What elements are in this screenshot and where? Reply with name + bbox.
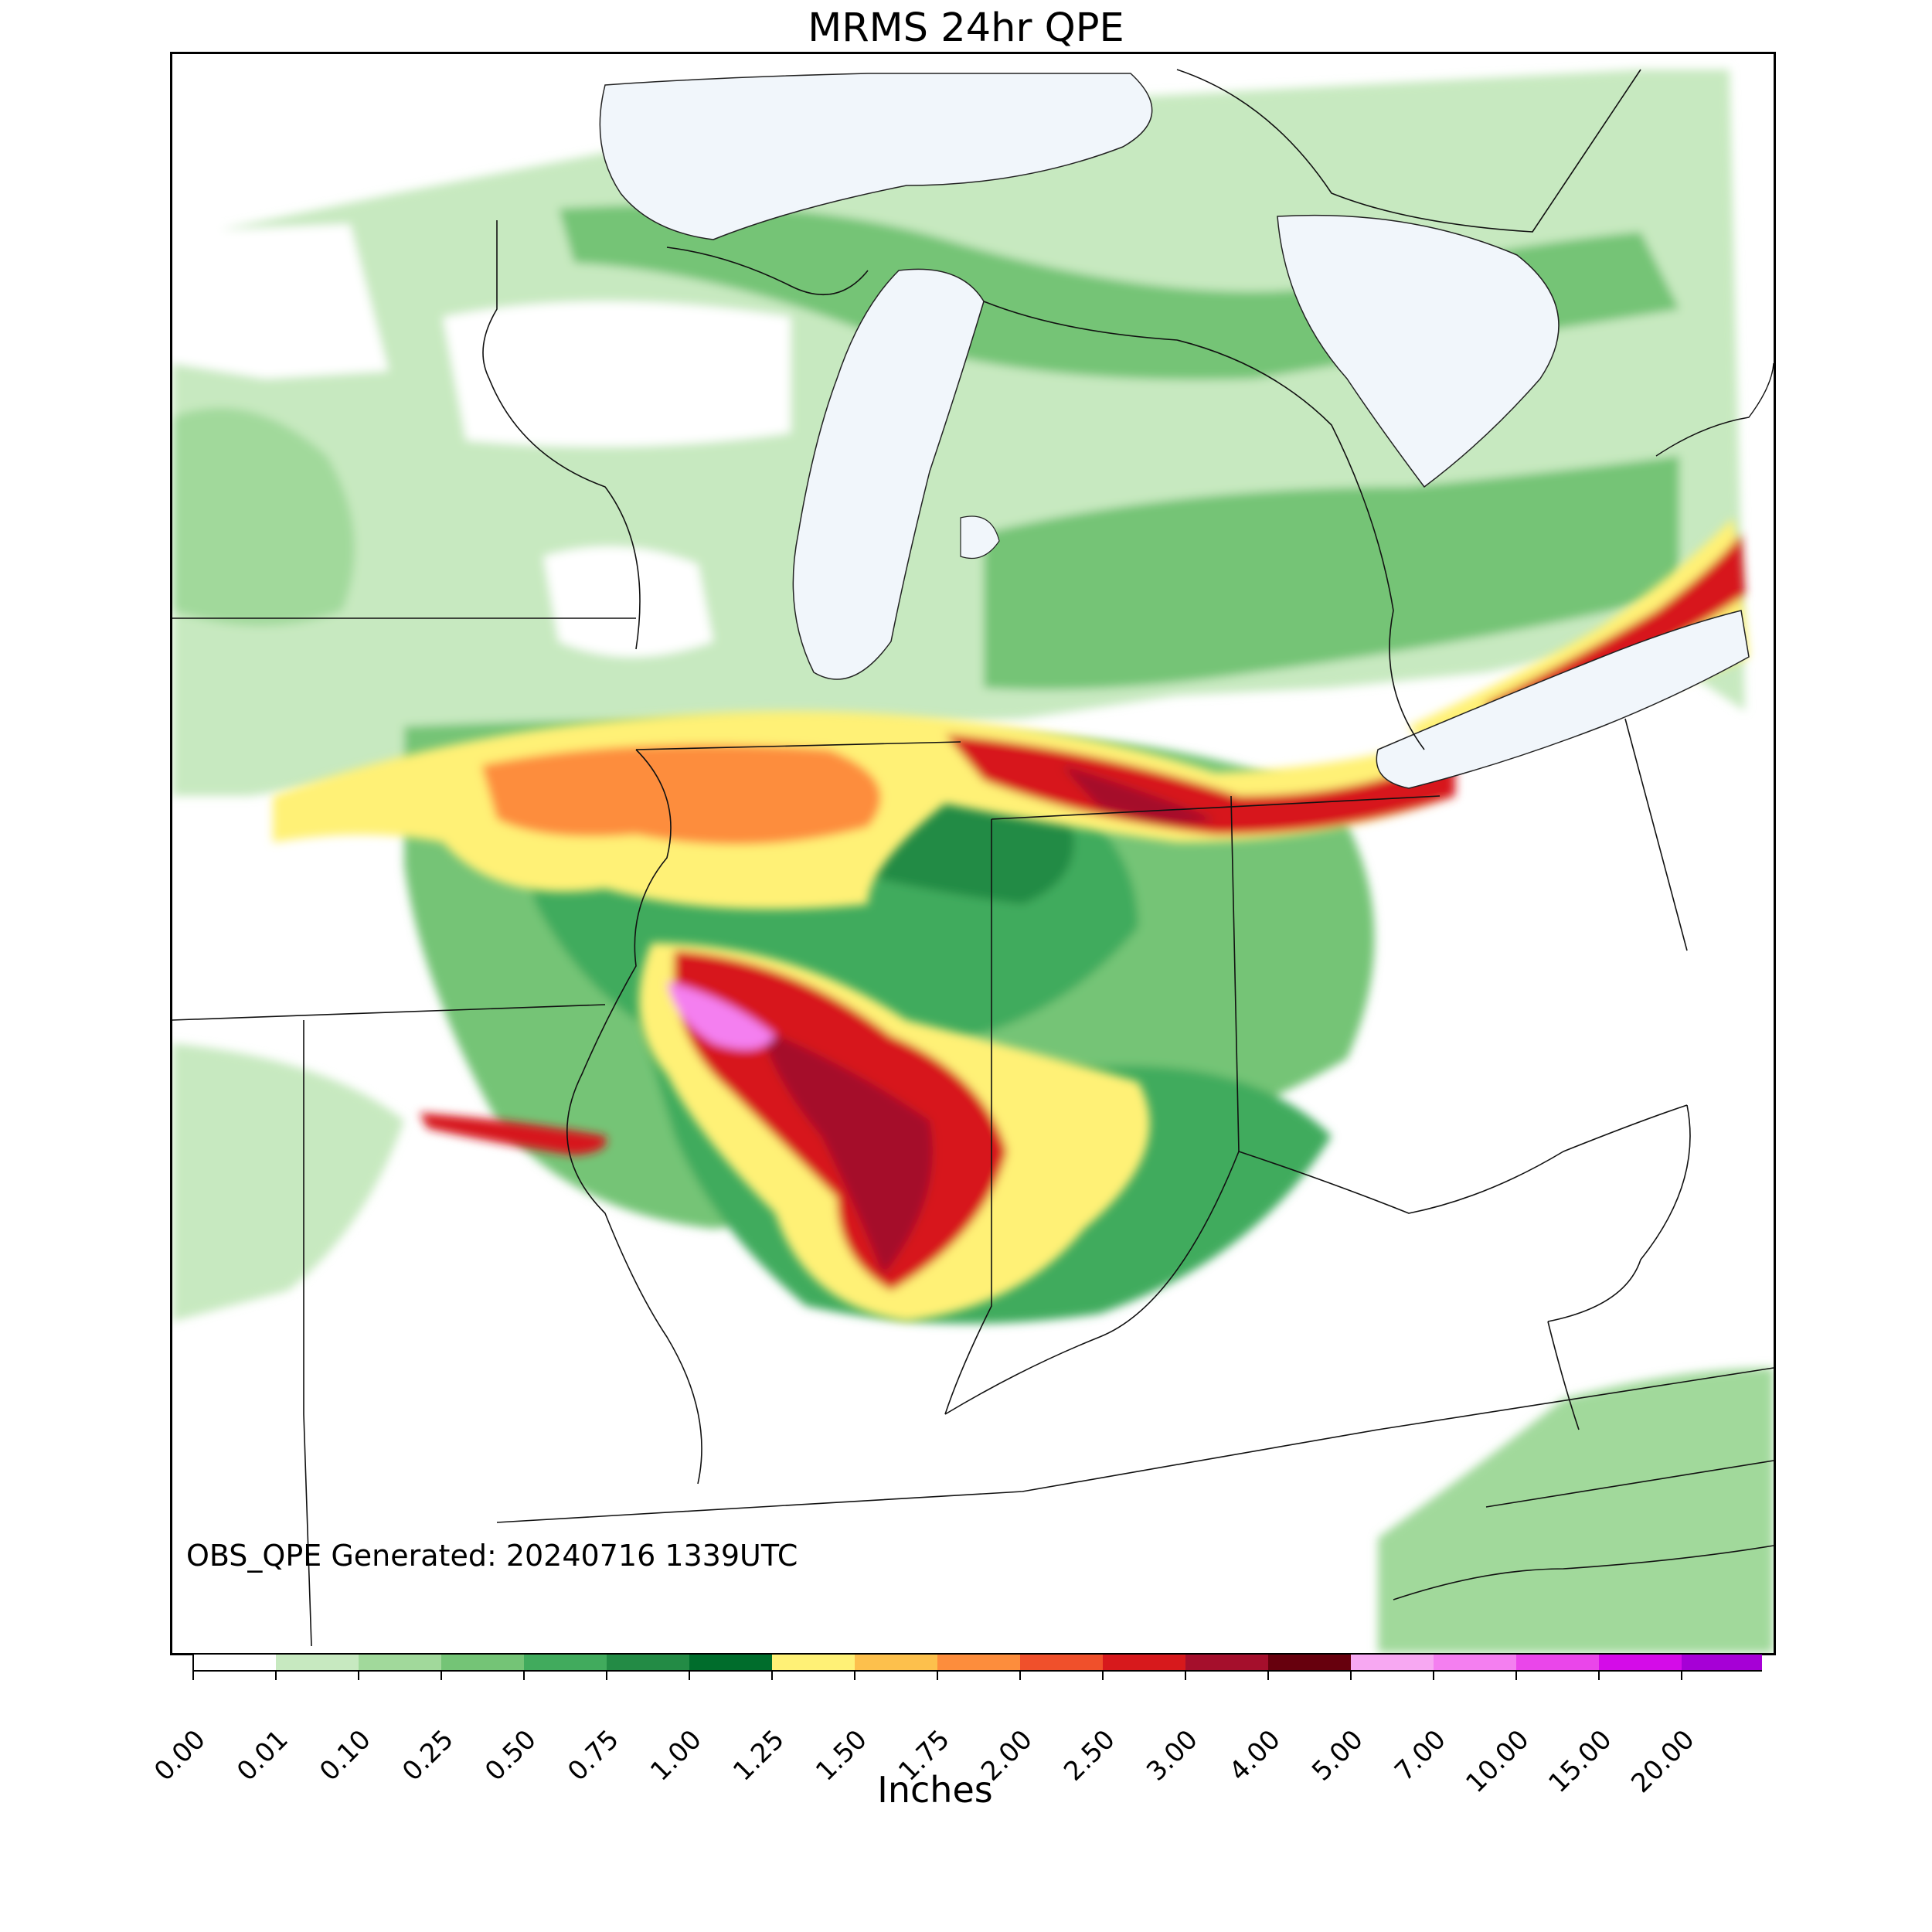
band-ne-red <box>1486 533 1745 719</box>
colorbar-swatch <box>1103 1654 1185 1671</box>
colorbar-label: Inches <box>877 1769 993 1811</box>
band-red-north <box>945 734 1455 835</box>
border-ky-oh-river <box>944 1104 1688 1415</box>
border-wv-va <box>1547 1321 1580 1430</box>
colorbar-swatch <box>772 1654 855 1671</box>
border-ia-il <box>566 749 702 1485</box>
colorbar-swatch <box>937 1654 1020 1671</box>
border-il-in <box>944 819 992 1415</box>
colorbar-swatch <box>441 1654 524 1671</box>
colorbar-swatch <box>689 1654 772 1671</box>
gap-wisconsin <box>443 301 791 447</box>
swath-southwest-red <box>420 1113 607 1155</box>
lake-erie <box>1376 610 1750 789</box>
colorbar <box>192 1654 1762 1680</box>
border-oh-pa <box>1624 718 1688 951</box>
border-va-nc <box>1485 1460 1774 1508</box>
colorbar-tick-label: 1.25 <box>727 1723 791 1787</box>
colorbar-swatch <box>1434 1654 1516 1671</box>
colorbar-tick-label: 0.25 <box>396 1723 460 1787</box>
colorbar-tick-label: 1.00 <box>645 1723 708 1787</box>
lake-michigan <box>792 268 985 680</box>
great-lakes <box>599 73 1750 789</box>
lake-superior <box>599 73 1153 240</box>
colorbar-swatch <box>1682 1654 1762 1671</box>
border-mi-in <box>991 795 1440 820</box>
colorbar-swatch <box>1020 1654 1103 1671</box>
gap-northwest <box>172 224 389 379</box>
band-orange-west <box>481 744 881 845</box>
colorbar-swatch <box>1351 1654 1434 1671</box>
colorbar-tick-label: 20.00 <box>1625 1723 1701 1799</box>
colorbar-tick-label: 2.50 <box>1058 1723 1121 1787</box>
precipitation-map <box>170 52 1776 1655</box>
colorbar-swatch <box>1268 1654 1351 1671</box>
swath-darkred <box>760 1028 933 1275</box>
border-mo-west <box>303 1020 312 1647</box>
colorbar-tick-label: 15.00 <box>1543 1723 1618 1799</box>
colorbar-swatch <box>1185 1654 1268 1671</box>
gap-southwest-wi <box>543 546 713 657</box>
precip-mid-central <box>984 456 1679 690</box>
colorbar-tick-label: 7.00 <box>1389 1723 1452 1787</box>
state-borders <box>172 69 1774 1647</box>
border-canada <box>1176 69 1641 233</box>
heavy-band <box>273 518 1749 1321</box>
precip-south-light <box>172 1043 404 1321</box>
lake-huron <box>1277 214 1560 488</box>
colorbar-tick-label: 0.01 <box>231 1723 294 1787</box>
colorbar-swatch <box>359 1654 441 1671</box>
colorbar-swatch <box>276 1654 359 1671</box>
border-mn-wi <box>482 220 641 650</box>
colorbar-swatch <box>524 1654 607 1671</box>
lake-winnebago <box>960 515 1000 560</box>
border-in-oh <box>1230 795 1240 1152</box>
colorbar-swatch <box>855 1654 937 1671</box>
border-wi-il <box>635 741 961 750</box>
map-title: MRMS 24hr QPE <box>808 5 1124 51</box>
colorbar-swatch <box>607 1654 689 1671</box>
colorbar-tick-label: 5.00 <box>1306 1723 1369 1787</box>
colorbar-tick-label: 0.00 <box>148 1723 212 1787</box>
band-darkred-north <box>1061 765 1216 823</box>
border-mi-up <box>666 247 869 295</box>
ontario-shore <box>1655 362 1774 457</box>
colorbar-tick-label: 3.00 <box>1141 1723 1204 1787</box>
colorbar-swatch <box>1516 1654 1599 1671</box>
colorbar-tick-label: 0.50 <box>479 1723 543 1787</box>
colorbar-swatch <box>193 1654 276 1671</box>
border-wv <box>1547 1104 1691 1322</box>
generated-timestamp: OBS_QPE Generated: 20240716 1339UTC <box>186 1539 798 1573</box>
colorbar-tick-label: 0.75 <box>562 1723 625 1787</box>
border-tn-ga <box>1393 1545 1774 1600</box>
border-mi-lower <box>983 301 1425 750</box>
colorbar-swatch <box>1599 1654 1682 1671</box>
border-ky-tn <box>496 1367 1774 1523</box>
border-ia-mo <box>172 1004 606 1021</box>
colorbar-tick-label: 4.00 <box>1223 1723 1287 1787</box>
colorbar-tick-label: 0.10 <box>314 1723 377 1787</box>
colorbar-tick-label: 10.00 <box>1460 1723 1536 1799</box>
swath-pink <box>667 981 775 1049</box>
precip-mid-west <box>172 407 355 626</box>
precip-southeast <box>1378 1368 1774 1653</box>
